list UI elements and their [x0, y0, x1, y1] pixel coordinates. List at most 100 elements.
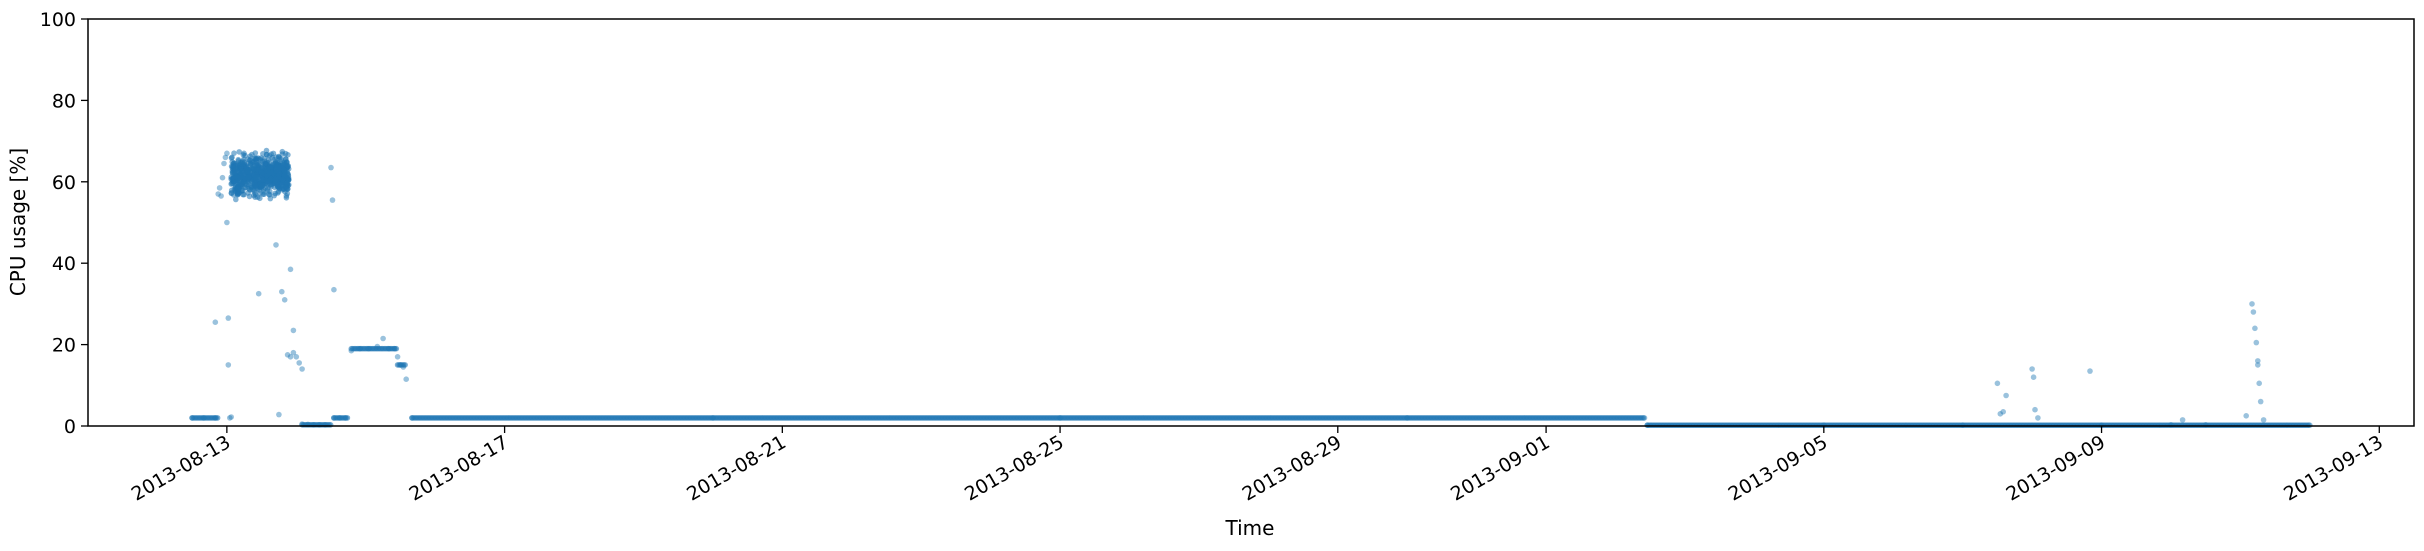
data-point [253, 174, 259, 180]
data-point [290, 327, 297, 334]
data-point [283, 185, 290, 191]
data-point [2003, 392, 2009, 399]
data-point [252, 158, 259, 164]
data-point [2035, 415, 2041, 421]
data-point [276, 411, 282, 418]
data-point [248, 184, 254, 190]
data-point [281, 168, 288, 175]
data-point [250, 164, 256, 171]
data-point [2029, 366, 2035, 372]
data-point [284, 352, 291, 358]
data-point [2179, 417, 2186, 423]
data-point [224, 219, 230, 226]
data-point [316, 422, 323, 428]
data-point [402, 362, 408, 368]
data-point [216, 185, 223, 191]
data-point [1640, 415, 1647, 421]
data-point [258, 168, 264, 175]
y-tick-label: 20 [52, 335, 76, 357]
data-point [252, 183, 259, 190]
data-point [275, 184, 281, 190]
data-point [267, 177, 274, 183]
data-point [258, 183, 265, 189]
data-point [263, 151, 270, 158]
data-point [241, 179, 247, 185]
data-point [1959, 422, 1966, 429]
data-point [266, 169, 273, 176]
data-point [282, 150, 289, 157]
data-point [215, 191, 221, 197]
data-point [200, 415, 207, 421]
y-axis-ticks: 0 20 40 60 80 100 [40, 9, 88, 438]
data-point [331, 286, 337, 293]
data-point [710, 415, 716, 421]
data-point [283, 195, 290, 201]
data-point [276, 164, 282, 171]
data-point [327, 422, 334, 428]
data-point [1404, 415, 1410, 421]
data-point [273, 154, 279, 160]
data-point [342, 415, 349, 421]
data-point [2253, 339, 2260, 346]
data-point [225, 315, 232, 321]
data-point [329, 197, 336, 203]
data-point [275, 169, 281, 175]
data-point [386, 345, 392, 352]
data-point [241, 156, 247, 162]
data-point [259, 158, 266, 165]
data-point [2256, 380, 2262, 387]
data-point [247, 187, 253, 193]
data-point [2255, 362, 2261, 368]
data-point [246, 193, 253, 200]
data-point [245, 174, 251, 181]
data-point [261, 189, 268, 195]
x-axis-label: Time [1225, 516, 1275, 540]
y-axis-label: CPU usage [%] [6, 148, 30, 296]
plot-frame [87, 18, 2415, 427]
data-point [232, 166, 239, 173]
data-point [244, 168, 250, 175]
data-point [233, 178, 240, 185]
data-point [393, 345, 400, 352]
data-point [2168, 422, 2174, 428]
data-point [296, 360, 303, 366]
data-point [374, 343, 381, 350]
data-point [331, 415, 337, 421]
data-point [253, 174, 259, 181]
data-point [278, 156, 284, 163]
data-point [228, 414, 234, 420]
data-point [270, 170, 277, 177]
data-point [266, 191, 272, 197]
data-point [348, 347, 355, 354]
data-point [189, 415, 195, 421]
data-point [290, 349, 297, 356]
data-point [244, 169, 251, 175]
data-point [2000, 409, 2006, 415]
data-point [235, 186, 242, 192]
data-point [244, 160, 251, 167]
data-point [2087, 368, 2093, 374]
data-point [263, 147, 270, 154]
data-point [1997, 411, 2004, 417]
data-point [281, 167, 287, 173]
data-point [310, 422, 317, 428]
data-point [235, 156, 242, 163]
data-point [229, 159, 235, 165]
data-point [380, 335, 386, 342]
data-point [279, 158, 285, 165]
data-point [344, 415, 351, 421]
data-point [322, 422, 329, 428]
data-point [212, 415, 219, 421]
data-point [267, 195, 274, 202]
data-point [2202, 422, 2209, 428]
data-point [2252, 325, 2258, 332]
data-point [394, 354, 401, 360]
data-point [409, 415, 415, 421]
data-point [221, 160, 227, 167]
data-point [397, 362, 404, 368]
data-point [2307, 422, 2313, 429]
data-point [1057, 415, 1063, 421]
data-point [2032, 406, 2038, 413]
data-point [255, 290, 262, 297]
